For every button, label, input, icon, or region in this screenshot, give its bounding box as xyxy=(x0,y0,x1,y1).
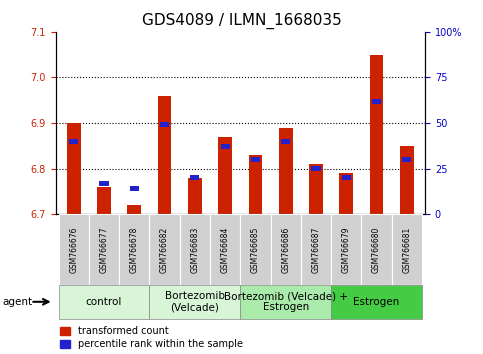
FancyBboxPatch shape xyxy=(149,214,180,285)
Bar xyxy=(190,175,199,180)
Bar xyxy=(281,139,290,144)
FancyBboxPatch shape xyxy=(270,214,301,285)
FancyBboxPatch shape xyxy=(241,214,270,285)
Text: GSM766680: GSM766680 xyxy=(372,226,381,273)
Bar xyxy=(221,144,230,149)
Bar xyxy=(160,122,169,127)
Text: GSM766682: GSM766682 xyxy=(160,227,169,273)
Text: GSM766685: GSM766685 xyxy=(251,226,260,273)
Bar xyxy=(249,155,262,214)
Bar xyxy=(99,181,109,186)
Bar xyxy=(188,178,202,214)
Text: GSM766683: GSM766683 xyxy=(190,226,199,273)
Text: GSM766677: GSM766677 xyxy=(99,226,109,273)
Bar xyxy=(370,55,384,214)
Text: GSM766686: GSM766686 xyxy=(281,226,290,273)
FancyBboxPatch shape xyxy=(361,214,392,285)
Text: Bortezomib
(Velcade): Bortezomib (Velcade) xyxy=(165,291,225,312)
Bar xyxy=(372,98,381,104)
Bar xyxy=(158,96,171,214)
Bar xyxy=(312,166,321,171)
Bar xyxy=(309,164,323,214)
FancyBboxPatch shape xyxy=(58,214,89,285)
Text: control: control xyxy=(86,297,122,307)
Text: GDS4089 / ILMN_1668035: GDS4089 / ILMN_1668035 xyxy=(142,12,341,29)
Bar xyxy=(279,127,293,214)
Text: GSM766678: GSM766678 xyxy=(130,226,139,273)
Text: GSM766687: GSM766687 xyxy=(312,226,321,273)
Bar xyxy=(67,123,81,214)
Bar xyxy=(400,146,413,214)
FancyBboxPatch shape xyxy=(392,214,422,285)
Bar xyxy=(402,157,412,162)
Text: GSM766681: GSM766681 xyxy=(402,227,412,273)
Text: agent: agent xyxy=(2,297,32,307)
Text: Bortezomib (Velcade) +
Estrogen: Bortezomib (Velcade) + Estrogen xyxy=(224,291,348,312)
FancyBboxPatch shape xyxy=(149,285,241,319)
Text: GSM766676: GSM766676 xyxy=(69,226,78,273)
Text: Estrogen: Estrogen xyxy=(354,297,400,307)
FancyBboxPatch shape xyxy=(301,214,331,285)
Bar xyxy=(251,157,260,162)
Bar xyxy=(69,139,78,144)
Bar xyxy=(342,175,351,180)
Legend: transformed count, percentile rank within the sample: transformed count, percentile rank withi… xyxy=(60,326,243,349)
Text: GSM766679: GSM766679 xyxy=(342,226,351,273)
FancyBboxPatch shape xyxy=(331,285,422,319)
Text: GSM766684: GSM766684 xyxy=(221,226,229,273)
FancyBboxPatch shape xyxy=(58,285,149,319)
Bar xyxy=(128,205,141,214)
FancyBboxPatch shape xyxy=(180,214,210,285)
FancyBboxPatch shape xyxy=(241,285,331,319)
Bar xyxy=(97,187,111,214)
Bar xyxy=(340,173,353,214)
FancyBboxPatch shape xyxy=(210,214,241,285)
FancyBboxPatch shape xyxy=(119,214,149,285)
Bar xyxy=(130,186,139,191)
FancyBboxPatch shape xyxy=(89,214,119,285)
Bar xyxy=(218,137,232,214)
FancyBboxPatch shape xyxy=(331,214,361,285)
